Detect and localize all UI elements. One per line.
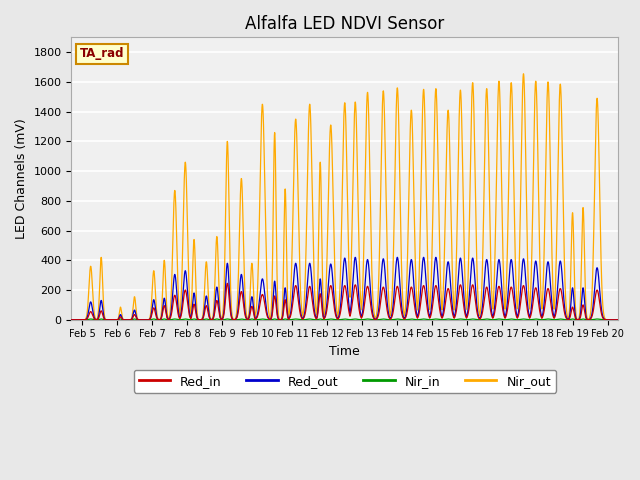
- Title: Alfalfa LED NDVI Sensor: Alfalfa LED NDVI Sensor: [245, 15, 444, 33]
- Y-axis label: LED Channels (mV): LED Channels (mV): [15, 118, 28, 239]
- Legend: Red_in, Red_out, Nir_in, Nir_out: Red_in, Red_out, Nir_in, Nir_out: [134, 370, 556, 393]
- X-axis label: Time: Time: [330, 345, 360, 358]
- Text: TA_rad: TA_rad: [79, 47, 124, 60]
